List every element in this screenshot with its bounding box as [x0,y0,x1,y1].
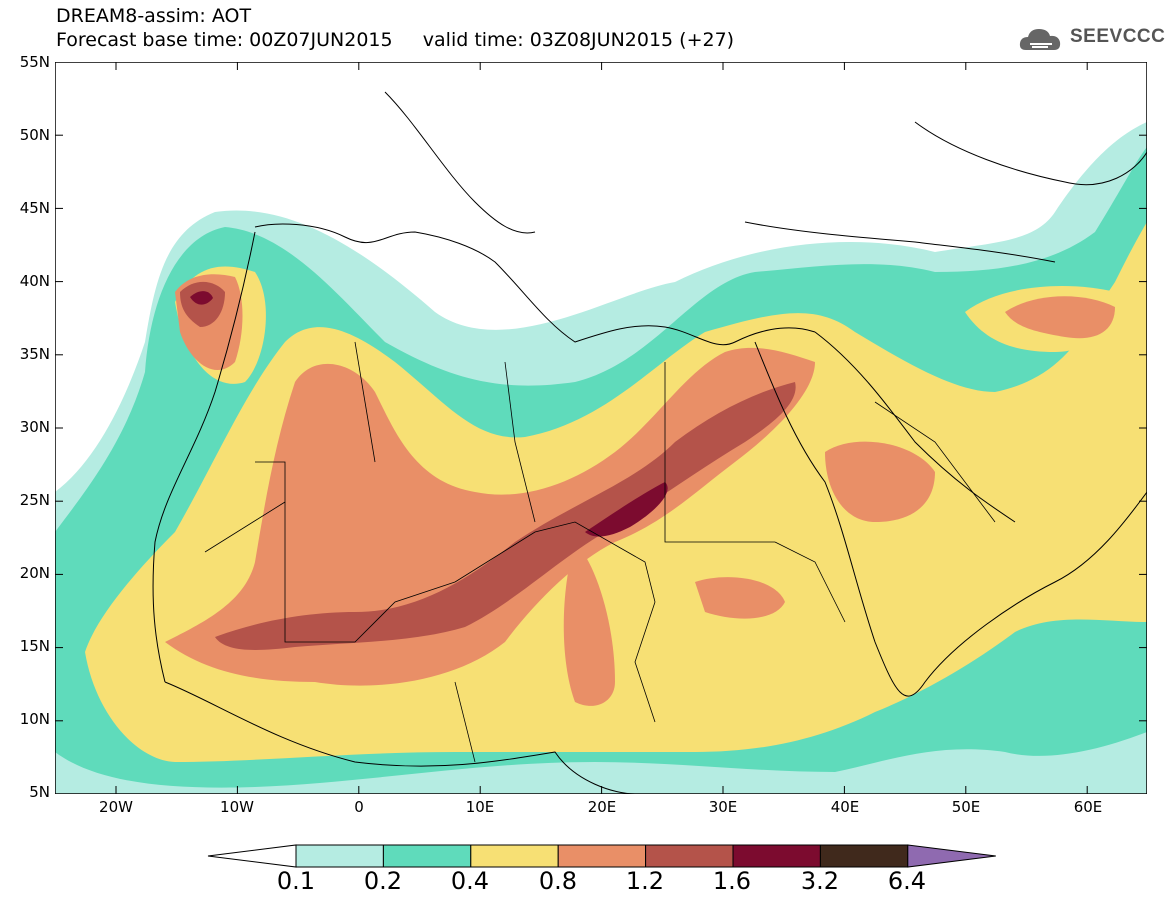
lat-label-30n: 30N [19,418,50,436]
colorbar-cell [645,844,734,868]
lat-label-40n: 40N [19,272,50,290]
axis-ticks [55,62,1147,794]
aot-level-1-6 [190,291,668,537]
lat-label-55n: 55N [19,53,50,71]
chart-subtitle: Forecast base time: 00Z07JUN2015 valid t… [56,29,735,51]
cloud-logo-icon [1019,29,1061,50]
colorbar-label-3-2: 3.2 [800,867,840,895]
coastlines [152,91,1147,794]
lat-label-15n: 15N [19,637,50,655]
colorbar-label-1-2: 1.2 [625,867,665,895]
colorbar-cell [732,844,821,868]
lat-label-10n: 10N [19,710,50,728]
colorbar-label-0-1: 0.1 [276,867,316,895]
lon-label-20e: 20E [587,798,617,816]
country-borders [204,341,996,763]
lon-label-10e: 10E [465,798,495,816]
seevccc-logo: SEEVCCC [1018,24,1165,56]
lon-label-40e: 40E [830,798,860,816]
map-canvas [55,62,1147,794]
lat-label-20n: 20N [19,564,50,582]
lon-label-0: 0 [354,798,364,816]
colorbar-cell [470,844,559,868]
lon-label-10w: 10W [220,798,254,816]
colorbar-label-0-4: 0.4 [450,867,490,895]
chart-title: DREAM8-assim: AOT [56,5,252,27]
lat-label-35n: 35N [19,345,50,363]
lon-label-60e: 60E [1073,798,1103,816]
colorbar-cell [557,844,647,868]
lon-label-50e: 50E [951,798,981,816]
colorbar-label-6-4: 6.4 [887,867,927,895]
lon-label-20w: 20W [99,798,133,816]
colorbar-label-0-8: 0.8 [538,867,578,895]
colorbar-arrow-high [907,844,996,868]
colorbar-cell [382,844,472,868]
colorbar-cell [819,844,909,868]
colorbar-arrow-low [207,844,297,868]
logo-text: SEEVCCC [1070,26,1165,47]
colorbar-cell [295,844,384,868]
lat-label-45n: 45N [19,199,50,217]
lat-label-25n: 25N [19,491,50,509]
colorbar-label-0-2: 0.2 [363,867,403,895]
lat-label-5n: 5N [29,783,50,801]
lat-label-50n: 50N [19,126,50,144]
colorbar-label-1-6: 1.6 [712,867,752,895]
aot-map [55,62,1147,794]
lon-label-30e: 30E [708,798,738,816]
